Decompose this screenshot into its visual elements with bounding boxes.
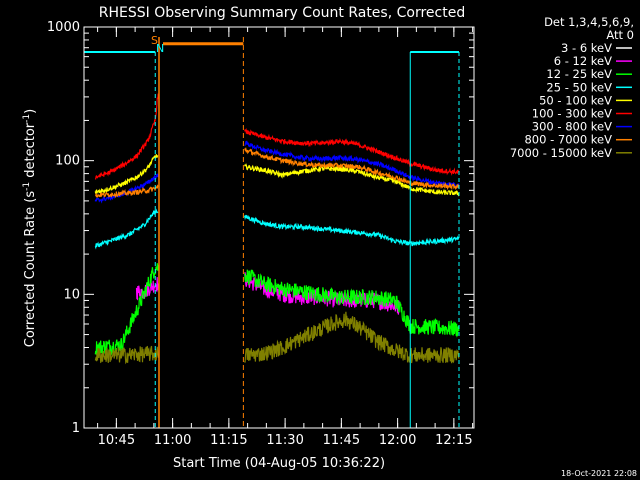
- y-tick-label-3: 1000: [47, 20, 80, 35]
- series-line-2-1: [244, 269, 460, 338]
- chart-title: RHESSI Observing Summary Count Rates, Co…: [99, 5, 465, 21]
- data-layer: [84, 37, 460, 431]
- y-tick-label-2: 100: [55, 154, 80, 169]
- plot-frame: [83, 26, 475, 429]
- series-line-7-0: [95, 184, 159, 199]
- x-tick-label-1: 11:00: [154, 433, 191, 448]
- legend-header-line-1: Det 1,3,4,5,6,9,: [544, 15, 634, 29]
- flag-n: N: [156, 42, 164, 55]
- series-line-8-1: [244, 311, 460, 364]
- x-tick-label-5: 12:00: [379, 433, 416, 448]
- series-line-6-1: [244, 140, 460, 189]
- axis-layer: 1 10 100 1000 10:45 11:00 11:15 11:30 11:45 12:00…: [47, 20, 474, 448]
- x-tick-label-0: 10:45: [98, 433, 135, 448]
- legend-label-3: 25 - 50 keV: [546, 80, 612, 94]
- series-line-5-1: [244, 127, 459, 176]
- series-line-2-0: [94, 263, 159, 356]
- series-line-3-0: [94, 208, 159, 250]
- series-line-3-1: [244, 214, 460, 247]
- render-timestamp: 18-Oct-2021 22:08: [561, 469, 637, 478]
- flag-s: S: [151, 34, 158, 47]
- y-label-sup1: -1: [22, 182, 32, 191]
- y-label-main: Corrected Count Rate (s: [23, 191, 38, 348]
- legend-label-2: 12 - 25 keV: [546, 67, 612, 81]
- series-line-7-1: [244, 147, 460, 191]
- x-tick-label-4: 11:45: [323, 433, 360, 448]
- y-label-sup2: -1: [22, 114, 32, 123]
- series-line-8-0: [94, 345, 159, 365]
- x-tick-label-2: 11:15: [210, 433, 247, 448]
- legend-label-0: 3 - 6 keV: [561, 41, 612, 55]
- series-line-4-1: [244, 163, 460, 197]
- y-label-end: ): [23, 109, 38, 114]
- legend-label-1: 6 - 12 keV: [554, 54, 612, 68]
- legend-label-7: 800 - 7000 keV: [524, 133, 612, 147]
- x-tick-label-6: 12:15: [435, 433, 472, 448]
- series-line-6-0: [94, 173, 159, 204]
- y-tick-label-1: 10: [63, 287, 80, 302]
- legend-label-6: 300 - 800 keV: [532, 120, 612, 134]
- x-tick-label-3: 11:30: [266, 433, 303, 448]
- legend-label-4: 50 - 100 keV: [539, 93, 612, 107]
- series-line-4-0: [94, 154, 159, 194]
- series-line-5-0: [94, 93, 159, 180]
- y-tick-label-0: 1: [72, 421, 80, 436]
- legend-header-line-2: Att 0: [606, 28, 634, 42]
- legend-label-5: 100 - 300 keV: [532, 107, 612, 121]
- x-axis-label: Start Time (04-Aug-05 10:36:22): [173, 456, 385, 471]
- y-label-mid: detector: [23, 122, 38, 182]
- legend-label-8: 7000 - 15000 keV: [510, 146, 612, 160]
- y-axis-label: Corrected Count Rate (s-1 detector-1): [22, 109, 38, 347]
